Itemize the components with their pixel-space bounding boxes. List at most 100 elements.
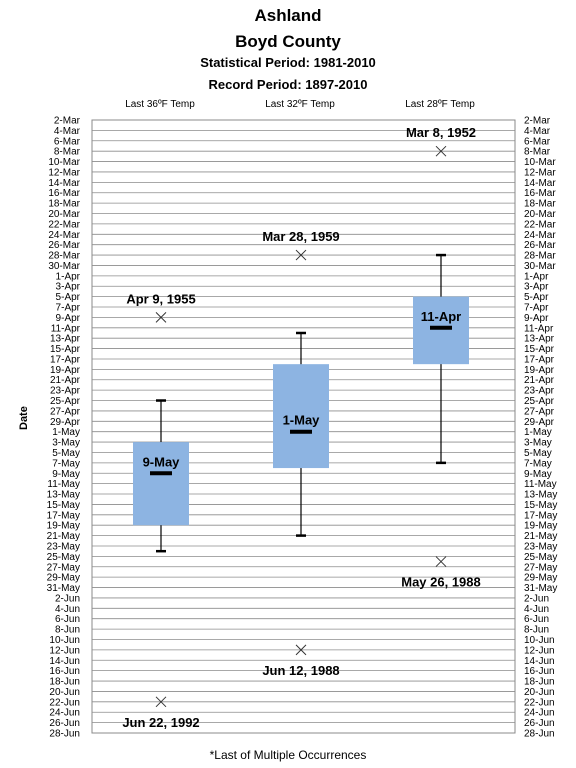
y-tick-label-right: 9-May	[524, 469, 552, 480]
y-tick-label-left: 5-Apr	[56, 292, 81, 303]
y-tick-label-left: 22-Mar	[48, 219, 80, 230]
y-tick-label-left: 19-Apr	[50, 365, 81, 376]
y-tick-label-right: 1-Apr	[524, 271, 549, 282]
y-tick-label-left: 13-May	[47, 490, 80, 501]
y-tick-label-left: 3-Apr	[56, 282, 81, 293]
y-tick-label-left: 24-Jun	[49, 708, 80, 719]
y-tick-label-right: 21-May	[524, 531, 557, 542]
y-tick-label-right: 7-May	[524, 458, 552, 469]
y-tick-label-right: 23-Apr	[524, 386, 555, 397]
y-tick-label-right: 28-Mar	[524, 251, 556, 262]
y-tick-label-left: 2-Jun	[55, 593, 80, 604]
y-tick-label-left: 1-Apr	[56, 271, 81, 282]
earliest-record-label: Apr 9, 1955	[126, 291, 195, 306]
y-tick-label-left: 22-Jun	[49, 697, 80, 708]
y-tick-label-right: 6-Mar	[524, 136, 551, 147]
y-tick-label-right: 4-Jun	[524, 604, 549, 615]
latest-record-marker	[295, 644, 307, 656]
y-tick-label-left: 8-Jun	[55, 625, 80, 636]
y-tick-label-right: 6-Jun	[524, 614, 549, 625]
y-tick-label-right: 20-Jun	[524, 687, 555, 698]
y-tick-label-right: 14-Jun	[524, 656, 555, 667]
y-tick-label-right: 5-Apr	[524, 292, 549, 303]
y-tick-label-left: 27-May	[47, 562, 80, 573]
iqr-box	[413, 296, 469, 365]
y-tick-label-left: 7-May	[52, 458, 80, 469]
y-tick-label-right: 23-May	[524, 541, 557, 552]
y-tick-label-left: 8-Mar	[54, 147, 81, 158]
y-tick-label-right: 8-Mar	[524, 147, 551, 158]
y-tick-label-right: 11-May	[524, 479, 557, 490]
y-tick-label-right: 10-Mar	[524, 157, 556, 168]
y-tick-label-right: 22-Jun	[524, 697, 555, 708]
y-tick-label-right: 18-Mar	[524, 199, 556, 210]
y-tick-label-right: 25-May	[524, 552, 557, 563]
y-tick-label-left: 23-Apr	[50, 386, 81, 397]
y-tick-label-right: 1-May	[524, 427, 552, 438]
earliest-record-label: Mar 28, 1959	[262, 229, 339, 244]
y-tick-label-left: 13-Apr	[50, 334, 81, 345]
y-tick-label-right: 27-Apr	[524, 406, 555, 417]
y-tick-label-right: 15-May	[524, 500, 557, 511]
y-tick-label-right: 21-Apr	[524, 375, 555, 386]
y-tick-label-left: 31-May	[47, 583, 80, 594]
y-tick-label-right: 24-Mar	[524, 230, 556, 241]
latest-record-label: Jun 12, 1988	[262, 663, 339, 678]
y-tick-label-left: 26-Mar	[48, 240, 80, 251]
y-tick-label-right: 31-May	[524, 583, 557, 594]
y-tick-label-right: 11-Apr	[524, 323, 554, 334]
y-tick-label-right: 3-Apr	[524, 282, 549, 293]
y-tick-label-left: 15-May	[47, 500, 80, 511]
y-tick-label-left: 14-Jun	[49, 656, 80, 667]
y-tick-label-left: 24-Mar	[48, 230, 80, 241]
y-tick-label-right: 13-Apr	[524, 334, 555, 345]
median-label: 11-Apr	[421, 309, 461, 324]
y-tick-label-left: 9-Apr	[56, 313, 81, 324]
y-tick-label-left: 19-May	[47, 521, 80, 532]
y-tick-label-left: 5-May	[52, 448, 80, 459]
y-tick-label-right: 26-Jun	[524, 718, 555, 729]
y-tick-label-left: 20-Jun	[49, 687, 80, 698]
y-tick-label-right: 25-Apr	[524, 396, 555, 407]
y-tick-label-left: 18-Mar	[48, 199, 80, 210]
y-tick-label-right: 18-Jun	[524, 677, 555, 688]
y-tick-label-right: 20-Mar	[524, 209, 556, 220]
y-tick-label-right: 7-Apr	[524, 303, 549, 314]
earliest-record-marker	[435, 145, 447, 157]
y-tick-label-right: 12-Mar	[524, 167, 556, 178]
y-tick-label-right: 15-Apr	[524, 344, 555, 355]
y-tick-label-left: 28-Mar	[48, 251, 80, 262]
y-tick-label-right: 14-Mar	[524, 178, 556, 189]
statistical-period: Statistical Period: 1981-2010	[200, 55, 376, 70]
y-tick-label-left: 11-May	[47, 479, 80, 490]
y-tick-label-left: 12-Jun	[49, 645, 80, 656]
y-tick-label-left: 25-Apr	[50, 396, 81, 407]
column-header-36f: Last 36ºF Temp	[125, 99, 195, 110]
y-tick-label-left: 4-Mar	[54, 126, 81, 137]
y-tick-label-left: 10-Mar	[48, 157, 80, 168]
y-tick-label-left: 29-May	[47, 573, 80, 584]
y-tick-label-left: 3-May	[52, 438, 80, 449]
y-tick-label-left: 2-Mar	[54, 116, 81, 127]
y-tick-label-left: 30-Mar	[48, 261, 80, 272]
y-tick-label-right: 17-Apr	[524, 354, 555, 365]
y-tick-label-left: 4-Jun	[55, 604, 80, 615]
y-tick-label-left: 18-Jun	[49, 677, 80, 688]
y-tick-label-right: 12-Jun	[524, 645, 555, 656]
y-tick-label-left: 10-Jun	[49, 635, 80, 646]
y-tick-label-left: 6-Jun	[55, 614, 80, 625]
y-tick-label-left: 20-Mar	[48, 209, 80, 220]
y-tick-label-left: 29-Apr	[50, 417, 81, 428]
median-label: 9-May	[143, 454, 181, 469]
y-tick-label-right: 29-Apr	[524, 417, 555, 428]
y-tick-label-left: 1-May	[52, 427, 80, 438]
footnote: *Last of Multiple Occurrences	[209, 748, 367, 762]
y-tick-label-left: 11-Apr	[51, 323, 81, 334]
y-tick-label-right: 17-May	[524, 510, 557, 521]
record-period: Record Period: 1897-2010	[208, 77, 368, 92]
latest-record-label: Jun 22, 1992	[122, 715, 199, 730]
chart-title: Ashland	[254, 6, 322, 25]
latest-record-marker	[435, 556, 447, 567]
y-tick-label-right: 22-Mar	[524, 219, 556, 230]
